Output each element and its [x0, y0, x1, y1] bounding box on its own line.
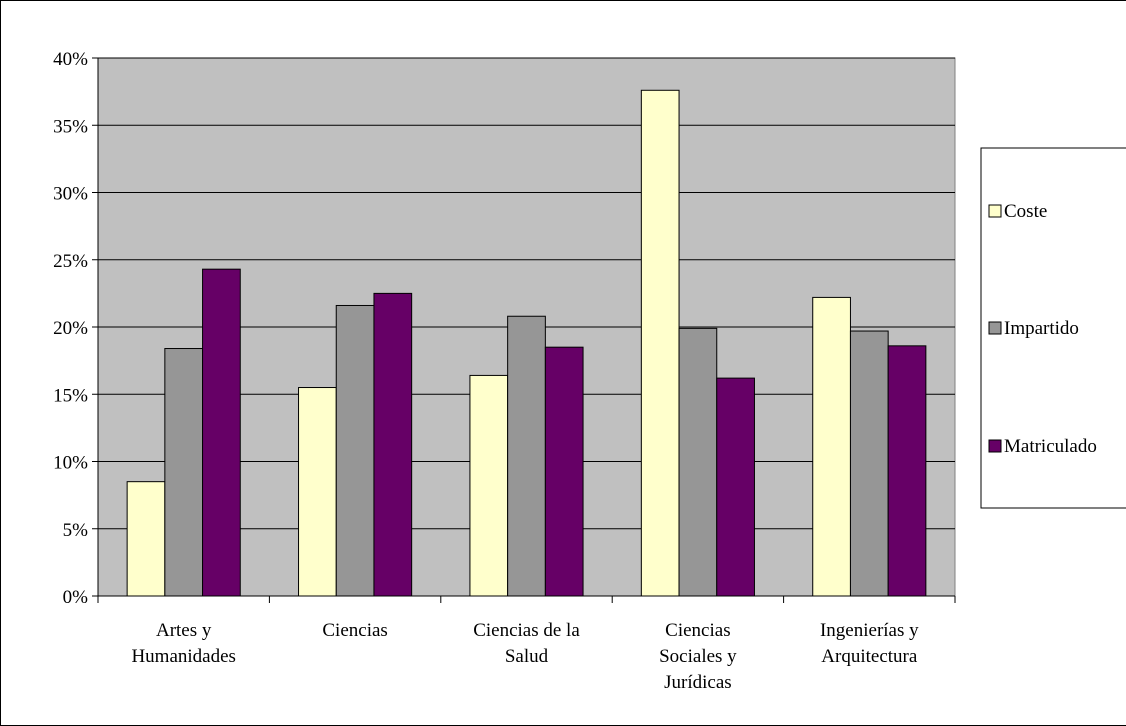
gridlines [98, 57, 955, 530]
bars [126, 89, 927, 597]
bar-matriculado [544, 346, 584, 597]
y-tick-label: 15% [53, 385, 88, 406]
x-axis-labels: Artes y Humanidades Ciencias Ciencias de la… [131, 620, 919, 693]
legend: Coste Impartido Matriculado [980, 147, 1126, 509]
legend-label: Coste [1004, 201, 1047, 222]
x-category-label: Ciencias [322, 620, 387, 641]
y-tick-label: 20% [53, 318, 88, 339]
y-tick-label: 5% [63, 520, 89, 541]
bar-coste [126, 481, 166, 597]
bar-matriculado [202, 268, 241, 597]
legend-label: Matriculado [1004, 436, 1097, 457]
y-tick-label: 0% [63, 587, 89, 608]
legend-swatch [988, 321, 1002, 335]
bar-matriculado [887, 345, 927, 597]
legend-label: Impartido [1004, 318, 1079, 339]
x-category-label: Ingenierías y Arquitectura [820, 620, 919, 667]
bar-impartido [678, 327, 718, 597]
bar-impartido [849, 330, 889, 597]
bar-matriculado [373, 292, 413, 597]
bar-coste [812, 296, 851, 597]
y-tick-label: 25% [53, 251, 88, 272]
legend-box [980, 147, 1126, 509]
bar-coste [298, 387, 337, 597]
y-tick-label: 40% [53, 49, 88, 70]
y-tick-label: 35% [53, 116, 88, 137]
y-tick-label: 30% [53, 184, 88, 205]
bar-impartido [507, 315, 546, 597]
x-category-label: Ciencias Sociales y Jurídicas [659, 620, 737, 693]
bar-matriculado [716, 377, 755, 597]
bar-coste [640, 89, 680, 597]
bar-impartido [335, 304, 375, 597]
y-tick-label: 10% [53, 453, 88, 474]
bar-impartido [164, 348, 204, 597]
x-category-label: Ciencias de la Salud [473, 620, 580, 667]
legend-swatch [988, 204, 1002, 218]
x-category-label: Artes y Humanidades [131, 620, 235, 667]
y-axis-ticks: 0% 5% 10% 15% 20% 25% 30% 35% 40% [53, 49, 98, 608]
bar-coste [469, 374, 509, 597]
legend-swatch [988, 439, 1002, 453]
